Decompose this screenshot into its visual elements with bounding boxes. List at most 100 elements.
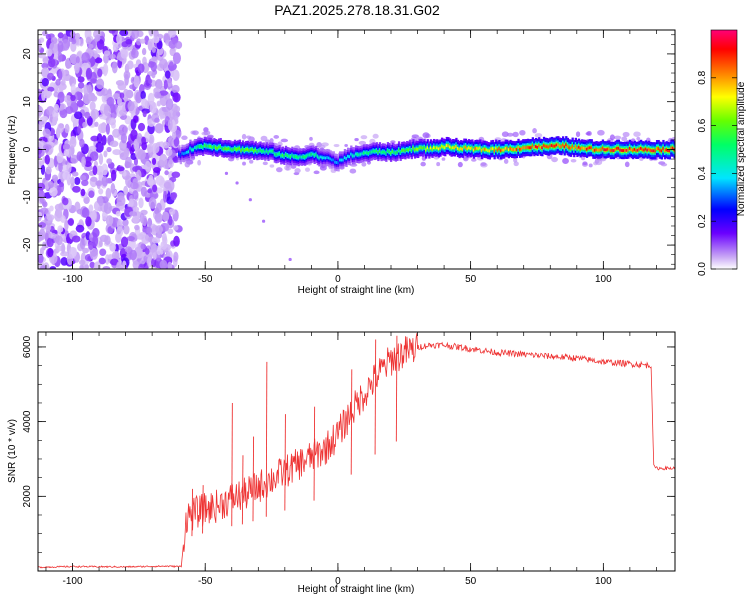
signal-track-segment [275,153,278,157]
signal-track-segment [552,144,555,148]
noise-blob [116,166,125,172]
signal-track-segment [248,148,251,152]
signal-track-segment [560,145,563,149]
noise-blob [47,72,54,80]
noise-blob [174,105,181,113]
noise-blob [160,240,168,250]
signal-track-segment [265,149,269,153]
noise-blob [146,177,154,186]
noise-blob [148,78,153,85]
signal-track-segment [468,146,471,150]
noise-blob [62,197,69,206]
noise-blob [64,219,69,232]
signal-track-segment [418,146,421,150]
noise-blob [118,109,128,116]
noise-blob [70,83,76,96]
track-halo-blob [246,135,252,139]
noise-blob [167,30,177,38]
noise-blob [168,208,176,215]
signal-track-segment [187,150,191,154]
noise-blob [98,113,108,120]
signal-track-segment [393,150,396,154]
signal-track-segment [511,147,514,151]
signal-track-segment [466,147,469,151]
signal-track-segment [463,145,466,149]
signal-track-segment [574,144,578,148]
signal-track-segment [464,145,468,149]
noise-blob [123,225,130,235]
noise-blob [116,218,123,231]
noise-blob [52,108,59,120]
signal-track-segment [405,148,409,152]
signal-track-segment [237,147,240,151]
noise-blob [92,227,100,238]
track-halo-blob [660,162,668,167]
noise-blob [38,253,44,264]
noise-blob [135,169,142,181]
track-halo-blob [585,132,591,136]
signal-track-segment [654,149,657,153]
noise-blob [152,36,160,44]
signal-track-segment [409,147,412,151]
noise-blob [124,246,132,253]
noise-blob [112,128,121,138]
signal-track-segment [452,146,455,150]
snr-x-tick-label: 50 [465,576,477,587]
noise-blob [152,167,161,174]
noise-blob [109,53,116,60]
signal-track-segment [625,148,628,152]
noise-blob [167,228,174,235]
signal-track-segment [488,149,492,153]
signal-track-segment [439,146,442,150]
spectrogram-xlabel: Height of straight line (km) [298,285,415,296]
signal-track-segment [372,149,375,153]
noise-blob [163,32,171,43]
noise-blob [154,117,160,123]
noise-blob [159,58,168,70]
signal-track-segment [257,149,261,153]
noise-blob [50,36,58,44]
signal-track-segment [469,147,472,150]
noise-blob [120,133,127,144]
signal-track-segment [182,152,186,156]
snr-x-tick-label: 0 [335,576,341,587]
spectrogram-x-tick-label: 100 [595,274,612,285]
noise-blob [159,259,168,269]
noise-blob [41,30,48,37]
signal-track-segment [641,148,644,152]
signal-track-segment [214,146,218,150]
track-halo-blob [570,158,577,163]
signal-track-segment [297,156,300,160]
signal-track-segment [394,151,398,155]
noise-blob [60,257,68,266]
noise-blob [94,57,103,64]
noise-blob [139,38,146,44]
snr-spike [265,361,268,517]
noise-blob [163,181,172,189]
signal-track-segment [362,151,366,155]
noise-blob [94,121,99,127]
signal-track-segment [509,147,512,150]
noise-blob [98,153,104,165]
track-halo-blob [501,131,509,138]
signal-track-segment [475,146,479,150]
noise-blob [133,75,140,88]
noise-blob [96,78,105,90]
signal-track-segment [421,146,425,150]
signal-track-segment [346,154,350,158]
colorbar-label: Normalized spectral amplitude [736,81,747,216]
noise-blob [98,188,104,195]
noise-blob [45,166,52,175]
noise-blob [81,179,89,187]
signal-track-segment [434,146,437,150]
signal-track-segment [388,150,391,154]
noise-blob [119,92,125,99]
noise-blob [106,146,112,153]
signal-track-segment [323,156,326,160]
noise-blob [81,207,90,219]
noise-blob [56,152,64,164]
signal-track-segment [233,146,237,150]
signal-track-segment [520,147,523,151]
noise-blob [108,117,116,126]
signal-track-segment [396,150,399,154]
